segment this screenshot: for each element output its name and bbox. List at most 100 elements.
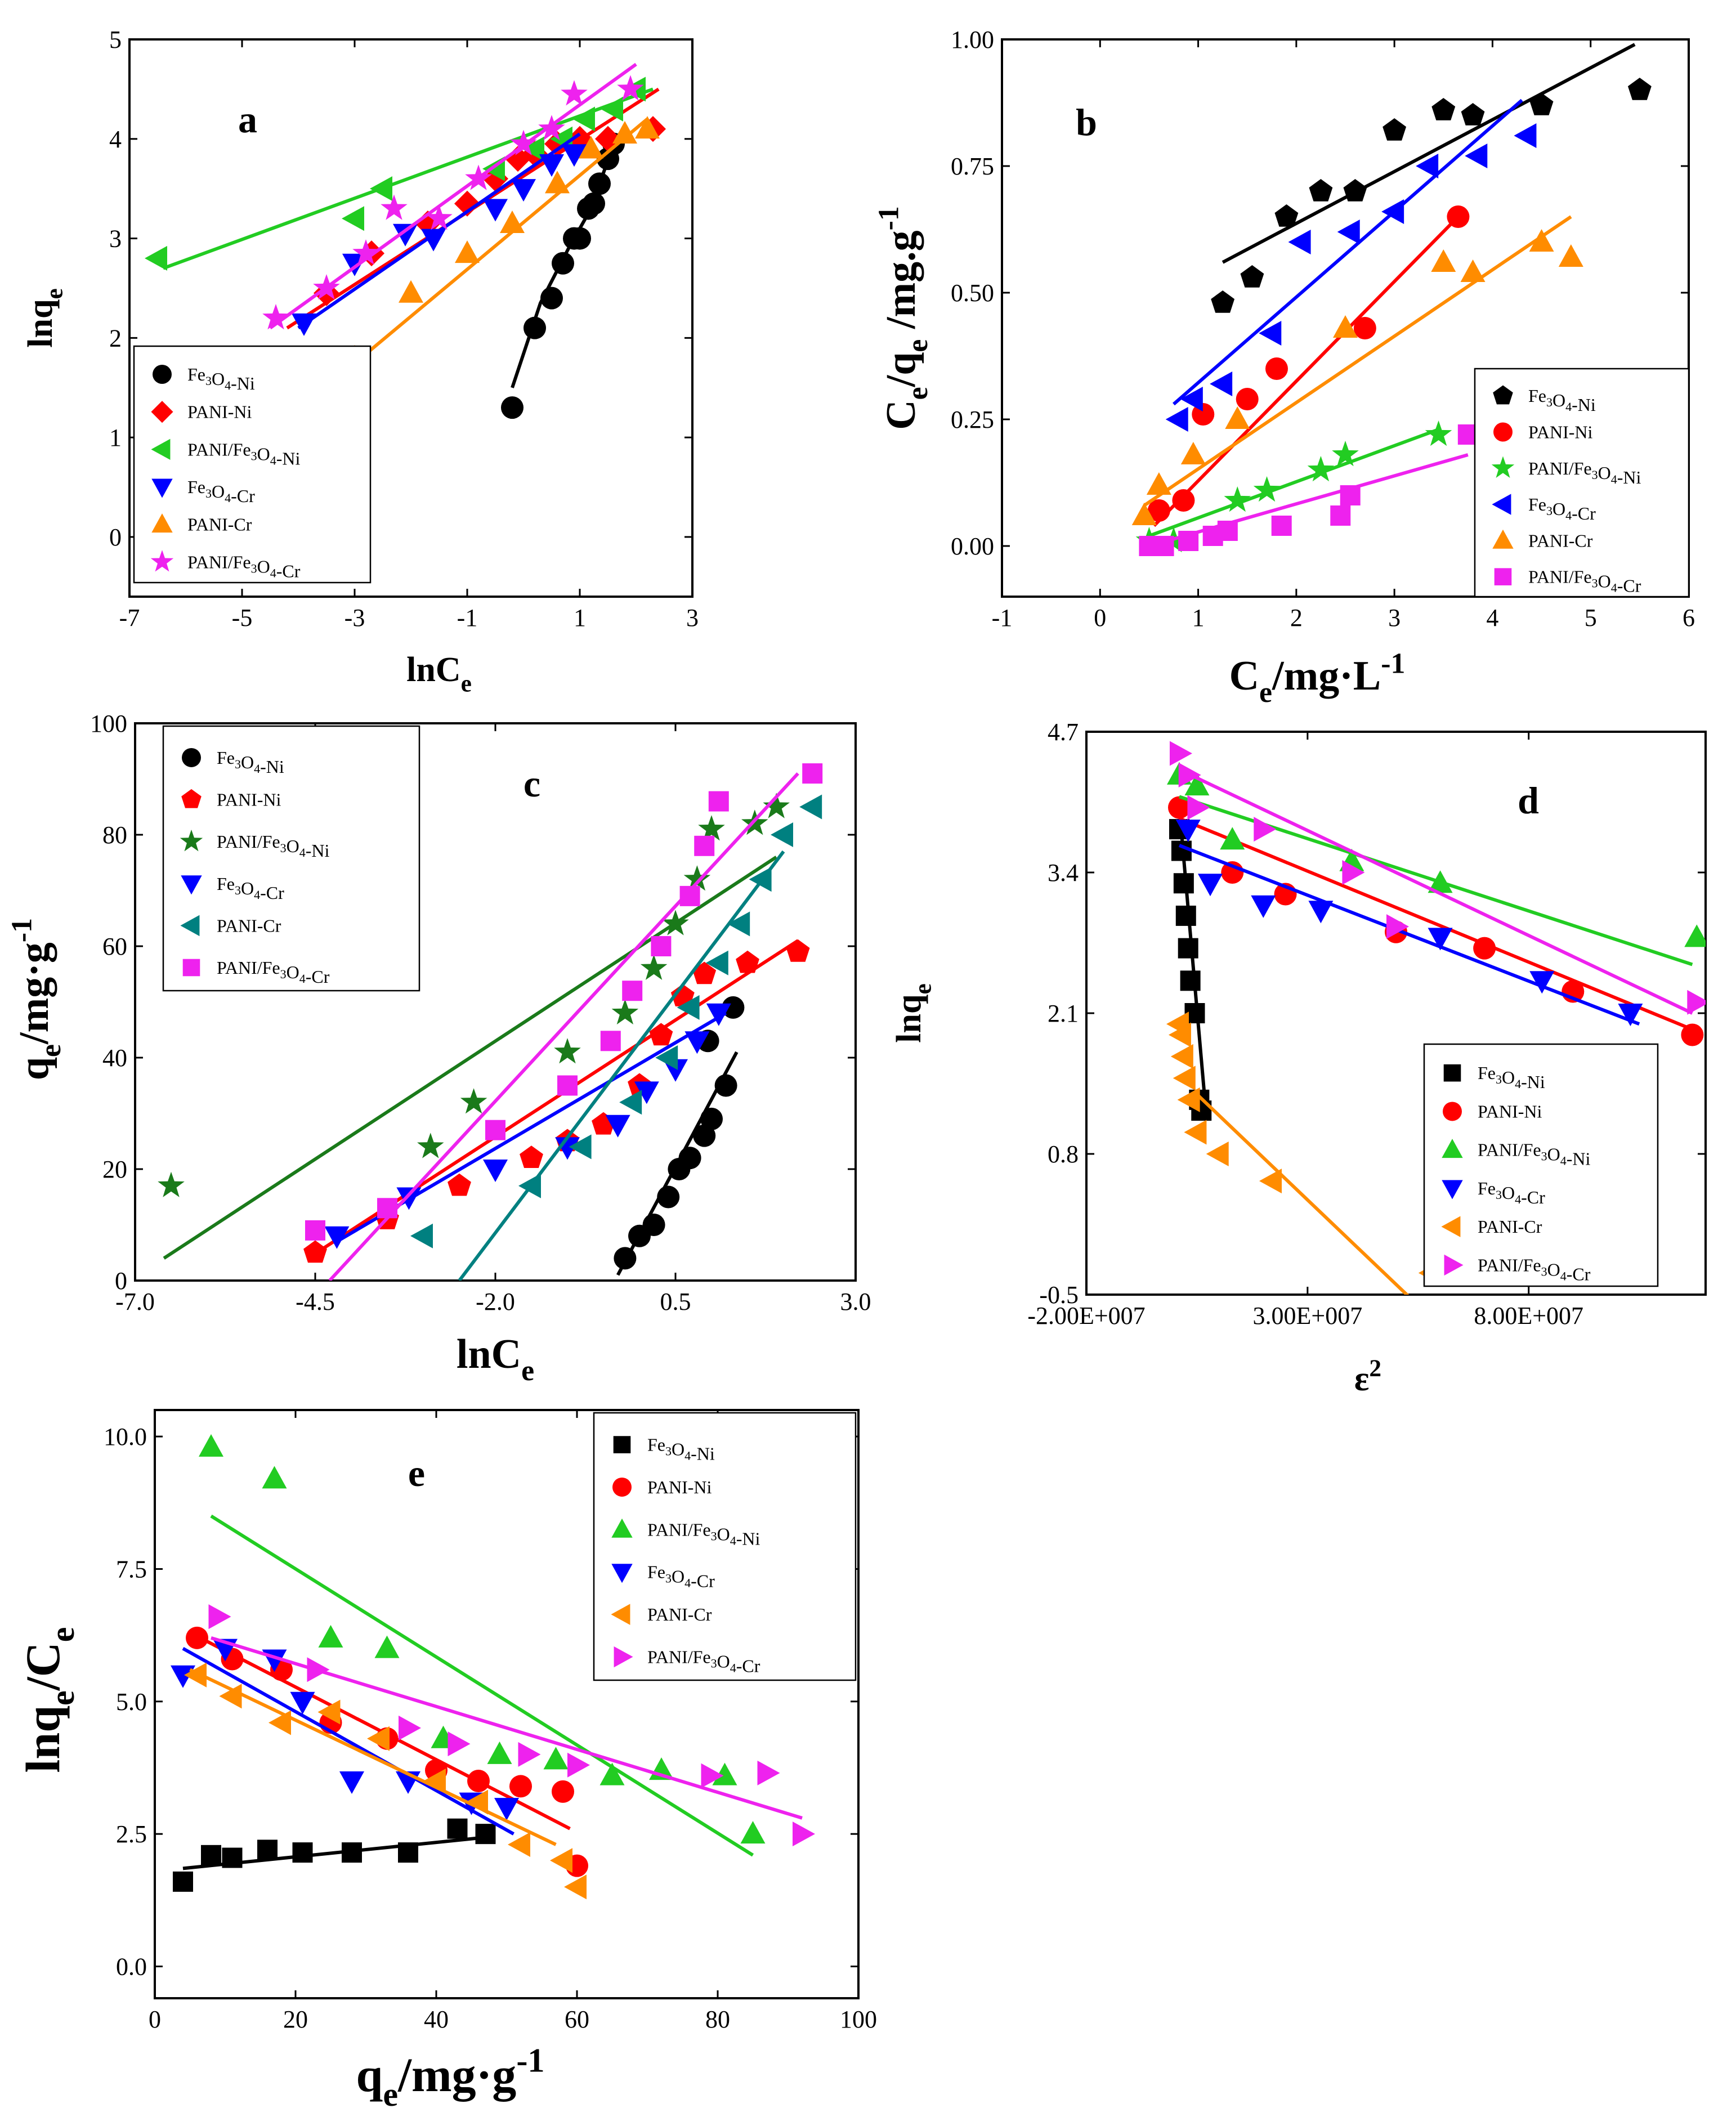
legend-label: PANI-Ni	[1478, 1101, 1542, 1121]
data-point	[1217, 521, 1238, 541]
x-tick-label: -4.5	[296, 1288, 335, 1315]
x-tick-label: 3.00E+007	[1253, 1302, 1363, 1330]
data-point	[538, 115, 565, 141]
x-tick-label: 20	[283, 2006, 308, 2033]
x-tick-label: 0	[1094, 604, 1106, 632]
fit-line	[189, 1668, 557, 1846]
x-tick-label: 3	[686, 604, 699, 632]
x-tick-label: 40	[424, 2006, 449, 2033]
fit-line	[328, 772, 799, 1281]
data-point	[465, 164, 492, 190]
legend-marker	[1491, 456, 1515, 478]
legend-label: Fe3O4-Cr	[1478, 1178, 1545, 1207]
legend: Fe3O4-Ni PANI-Ni PANI/Fe3O4-Ni Fe3O4-Cr PANI…	[162, 725, 420, 992]
y-tick-label: 100	[90, 710, 127, 737]
data-point	[655, 1045, 678, 1070]
data-point	[727, 911, 750, 937]
legend-marker	[1492, 529, 1514, 549]
legend-marker	[1493, 385, 1513, 405]
x-axis-label: qe/mg·g-1	[356, 2042, 545, 2114]
data-point	[1168, 1022, 1191, 1048]
data-point	[722, 996, 745, 1019]
panel-letter: b	[1076, 101, 1097, 144]
panel-letter: c	[524, 762, 540, 805]
data-point	[417, 1133, 444, 1158]
legend-marker	[181, 875, 202, 895]
legend-marker	[613, 1436, 631, 1453]
fit-line	[1178, 768, 1693, 1015]
legend-box	[1423, 1043, 1659, 1287]
data-point	[1627, 78, 1652, 100]
data-point	[509, 1775, 532, 1798]
series-pani-fe3o4-cr	[208, 1604, 815, 1847]
data-point	[622, 981, 643, 1001]
data-point	[1308, 901, 1334, 924]
data-point	[539, 154, 564, 177]
x-tick-label: 80	[705, 2006, 730, 2033]
legend-marker	[180, 915, 200, 937]
data-point	[208, 1604, 231, 1630]
data-point	[579, 136, 603, 159]
data-point	[662, 910, 689, 936]
data-point	[1558, 244, 1583, 267]
fit-line	[1148, 453, 1469, 548]
data-point	[199, 1434, 223, 1457]
data-point	[1210, 372, 1233, 396]
data-point	[1175, 820, 1201, 843]
data-point	[601, 96, 623, 122]
fit-line	[1173, 99, 1523, 406]
series-fe3o4-ni	[173, 1818, 496, 1892]
data-point	[605, 1115, 630, 1138]
data-point	[483, 199, 508, 222]
data-point	[1431, 98, 1456, 120]
data-point	[313, 274, 340, 300]
y-axis-label: qe/mg·g-1	[6, 918, 67, 1080]
data-point	[677, 995, 700, 1020]
data-point	[455, 240, 480, 263]
data-point	[219, 1684, 242, 1709]
data-point	[508, 1832, 530, 1857]
x-tick-label: 5	[1585, 604, 1597, 632]
data-point	[572, 106, 595, 132]
data-point	[305, 1220, 325, 1241]
x-tick-label: 100	[840, 2006, 877, 2033]
data-point	[448, 1731, 471, 1757]
legend-label: Fe3O4-Cr	[217, 874, 284, 903]
data-point	[545, 171, 570, 194]
legend: Fe3O4-Ni PANI-Ni PANI/Fe3O4-Ni Fe3O4-Cr PANI…	[1423, 1043, 1659, 1287]
data-point	[1165, 407, 1188, 432]
data-point	[700, 1107, 723, 1130]
legend-label: Fe3O4-Ni	[1478, 1063, 1545, 1092]
data-point	[370, 176, 392, 202]
legend-label: PANI-Ni	[1528, 422, 1593, 442]
y-tick-label: 5.0	[116, 1688, 147, 1716]
series-pani-fe3o4-cr	[262, 62, 644, 330]
legend-box	[593, 1412, 857, 1681]
y-axis-label: Ce/qe /mg.g-1	[873, 206, 934, 430]
data-point	[552, 252, 574, 275]
data-point	[483, 1160, 508, 1182]
y-tick-label: 3	[109, 225, 122, 253]
legend-marker	[150, 550, 174, 572]
legend-marker	[153, 365, 172, 384]
data-point	[1340, 485, 1361, 505]
legend-box	[133, 345, 372, 584]
x-tick-label: 1	[574, 604, 586, 632]
data-point	[619, 1090, 642, 1115]
data-point	[467, 1770, 490, 1793]
legend-marker	[611, 1604, 630, 1625]
data-point	[1180, 442, 1206, 464]
series-pani-cr	[1131, 215, 1583, 525]
data-point	[540, 287, 563, 310]
series-pani-cr	[1166, 1011, 1441, 1295]
series-fe3o4-ni	[501, 132, 625, 419]
x-tick-label: 8.00E+007	[1474, 1302, 1583, 1330]
legend-label: PANI/Fe3O4-Cr	[187, 552, 301, 581]
data-point	[448, 1173, 471, 1196]
legend-marker	[182, 959, 200, 977]
data-point	[712, 1762, 737, 1785]
data-point	[222, 1847, 243, 1868]
data-point	[583, 192, 605, 215]
data-point	[1236, 388, 1259, 410]
y-tick-label: 4.7	[1048, 718, 1079, 746]
